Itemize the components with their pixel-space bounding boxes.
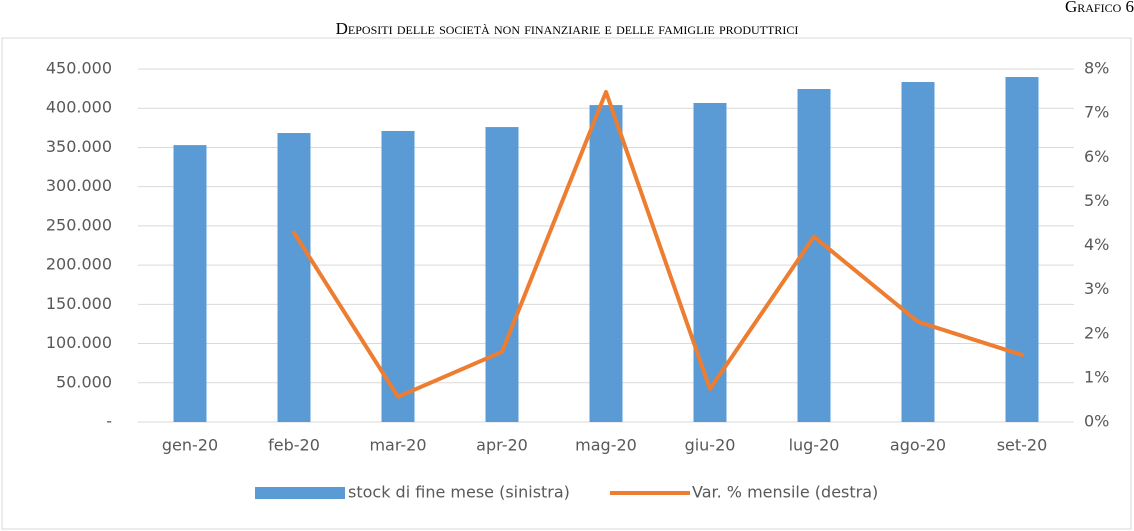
x-tick-label: giu-20 <box>685 436 736 455</box>
y-tick-label: 250.000 <box>46 215 112 234</box>
y2-tick-label: 2% <box>1084 323 1109 342</box>
y-tick-label: 150.000 <box>46 294 112 313</box>
x-tick-label: ago-20 <box>890 436 946 455</box>
chart-frame <box>1 37 1132 530</box>
y-tick-label: 400.000 <box>46 98 112 117</box>
line <box>292 89 1024 399</box>
corner-label: Grafico 6 <box>1065 0 1134 16</box>
legend-label: stock di fine mese (sinistra) <box>348 483 570 502</box>
bar <box>173 145 207 422</box>
y-tick-label: - <box>106 412 112 431</box>
y-tick-label: 450.000 <box>46 59 112 78</box>
bar <box>485 127 519 422</box>
bar <box>277 133 311 422</box>
y2-tick-label: 8% <box>1084 59 1109 78</box>
y2-tick-label: 5% <box>1084 191 1109 210</box>
bar <box>589 105 623 422</box>
x-tick-label: gen-20 <box>162 436 218 455</box>
legend-swatch <box>255 487 345 499</box>
y2-tick-label: 3% <box>1084 279 1109 298</box>
legend-label: Var. % mensile (destra) <box>692 483 878 502</box>
y2-tick-label: 1% <box>1084 367 1109 386</box>
x-tick-label: lug-20 <box>789 436 840 455</box>
chart-title: Depositi delle società non finanziarie e… <box>336 19 799 38</box>
x-tick-label: apr-20 <box>476 436 528 455</box>
x-tick-label: feb-20 <box>268 436 320 455</box>
bar <box>901 82 935 422</box>
x-tick-label: set-20 <box>997 436 1048 455</box>
y-tick-label: 200.000 <box>46 255 112 274</box>
bar <box>1005 77 1039 422</box>
x-tick-label: mag-20 <box>575 436 637 455</box>
bar <box>693 102 727 423</box>
y2-tick-label: 0% <box>1084 412 1109 431</box>
y-tick-label: 50.000 <box>56 372 112 391</box>
y-tick-label: 300.000 <box>46 176 112 195</box>
y2-tick-label: 6% <box>1084 147 1109 166</box>
bar <box>381 130 415 422</box>
y2-tick-label: 4% <box>1084 235 1109 254</box>
x-tick-label: mar-20 <box>369 436 426 455</box>
y-tick-label: 100.000 <box>46 333 112 352</box>
y-tick-label: 350.000 <box>46 137 112 156</box>
y2-tick-label: 7% <box>1084 103 1109 122</box>
